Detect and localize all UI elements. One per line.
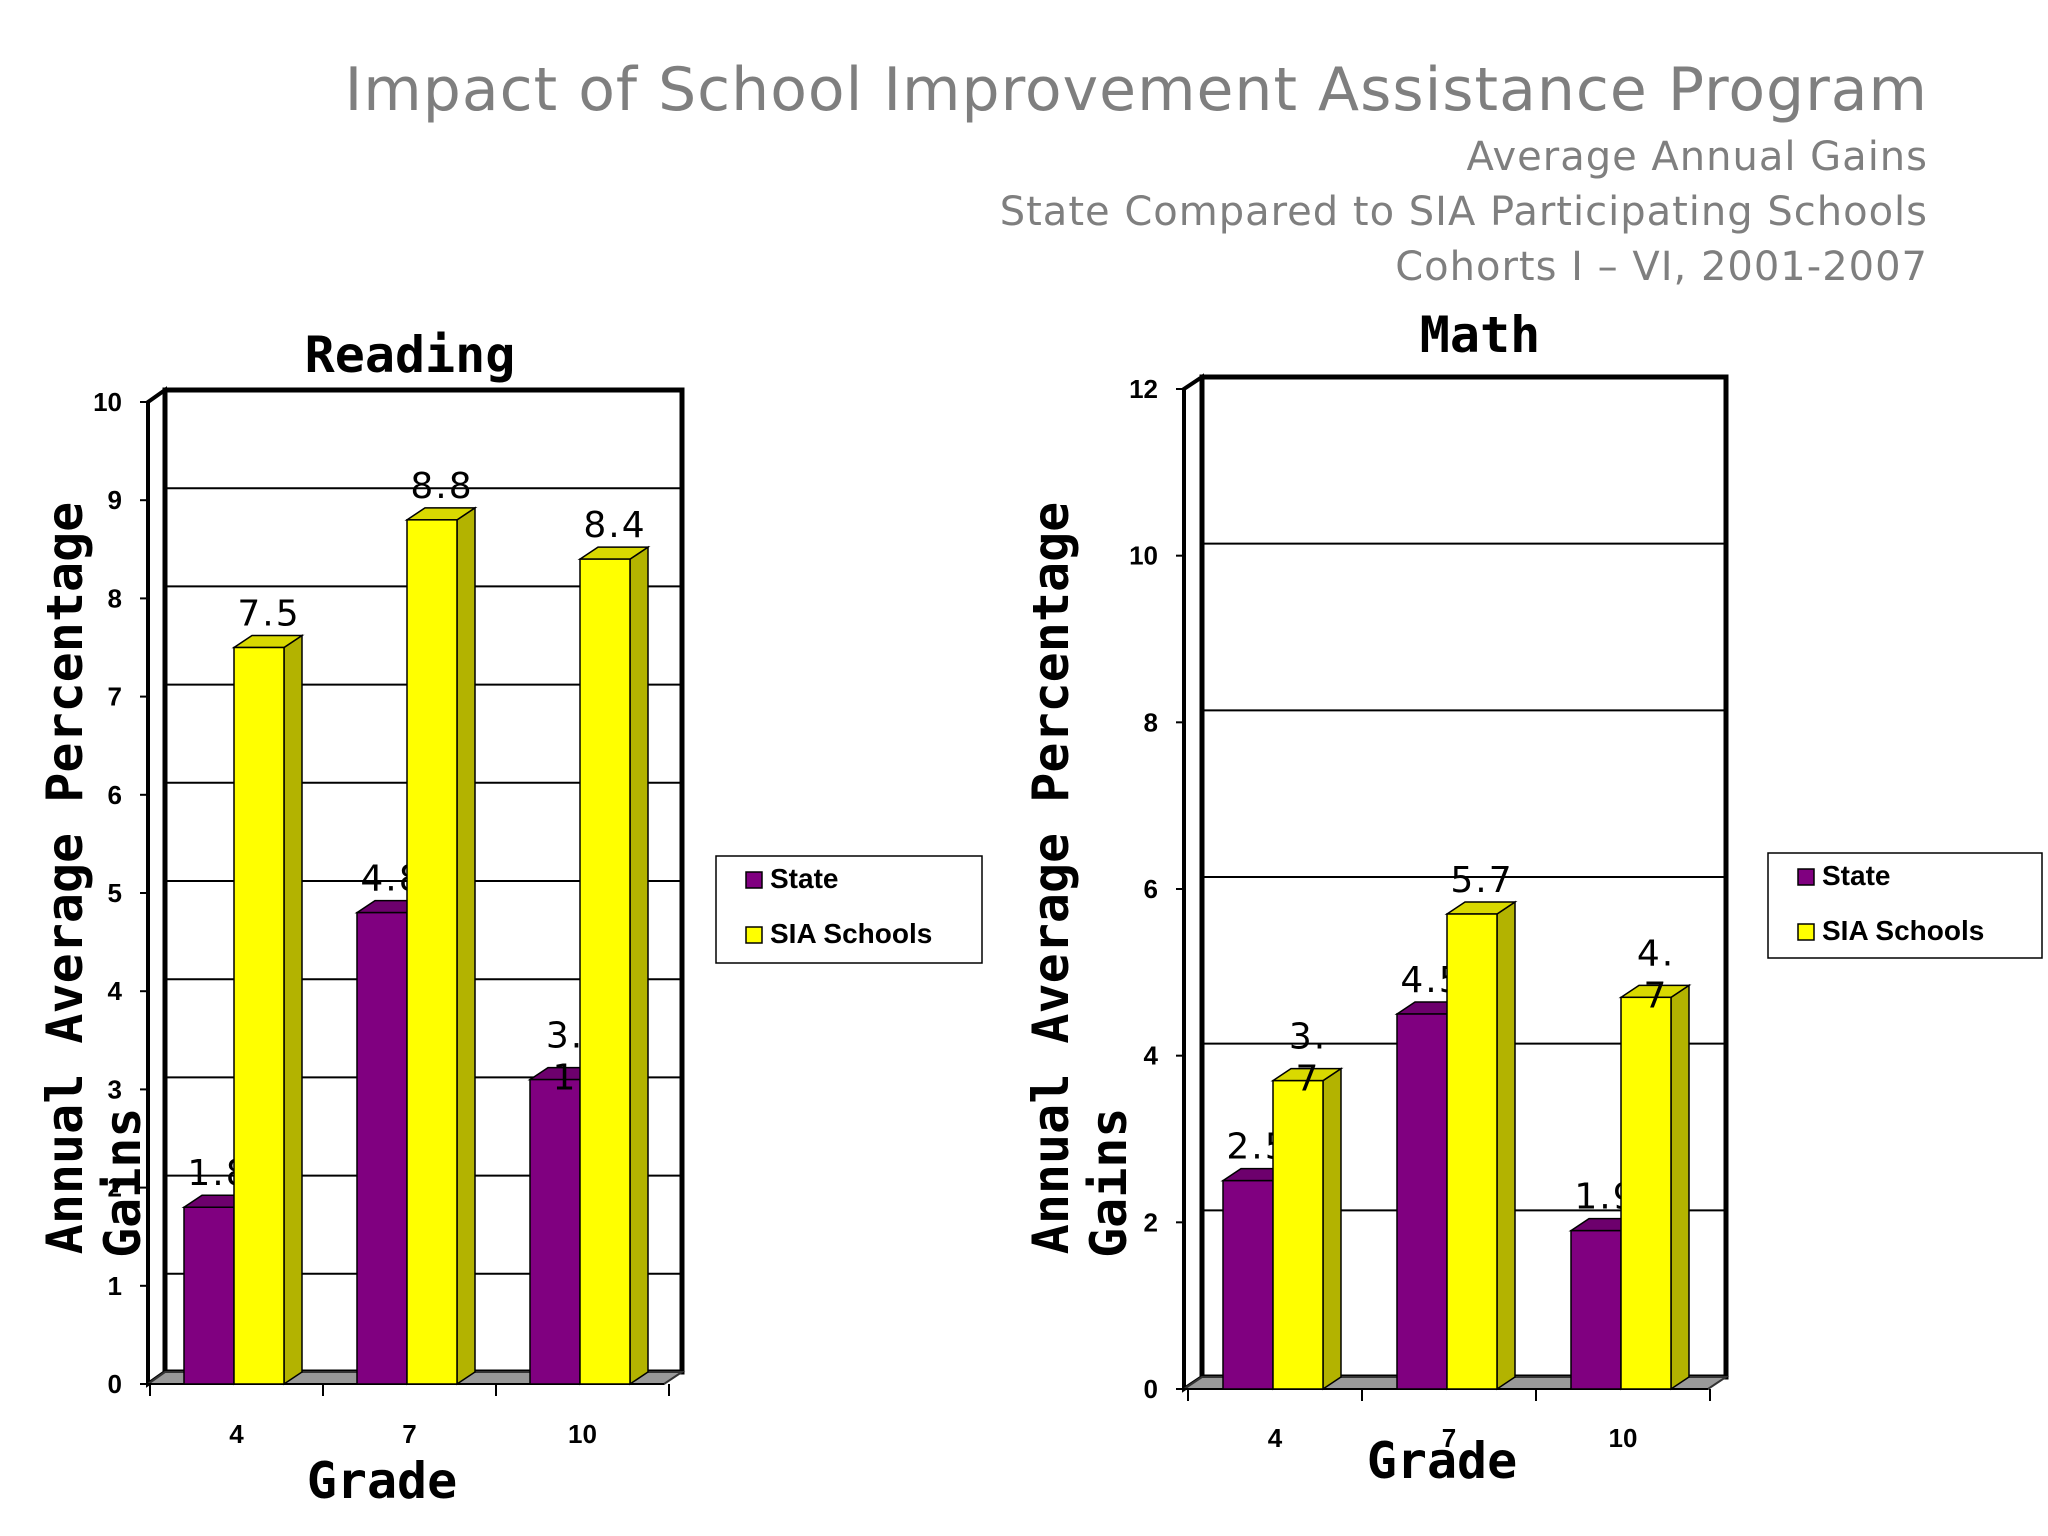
bar-front — [183, 1206, 235, 1385]
bar-front — [1222, 1179, 1274, 1390]
y-axis-title-line2: Gains — [1080, 1107, 1138, 1258]
data-label: 3. 1 — [546, 1016, 584, 1099]
legend-label: SIA Schools — [770, 918, 932, 949]
y-tick-label: 0 — [1144, 1374, 1158, 1404]
subtitle-line-2: State Compared to SIA Participating Scho… — [999, 189, 1928, 235]
y-tick-label: 8 — [1144, 707, 1158, 737]
legend-swatch — [745, 871, 763, 889]
bar-sia-schools-grade-4 — [231, 634, 305, 1386]
bar-sia-schools-grade-10 — [577, 545, 651, 1386]
x-axis-title: Grade — [1367, 1432, 1518, 1490]
y-tick-label: 3 — [108, 1074, 122, 1104]
legend-label: State — [770, 863, 838, 894]
legend-swatch — [1797, 868, 1815, 886]
data-label: 7.5 — [237, 594, 300, 635]
left-wall — [1182, 373, 1204, 1393]
y-tick-label: 10 — [1129, 541, 1158, 571]
y-tick-label: 2 — [1144, 1207, 1158, 1237]
data-label: 4. 7 — [1637, 933, 1675, 1016]
x-tick-label: 10 — [1609, 1423, 1638, 1453]
bar-front — [1396, 1013, 1448, 1390]
slide-title: Impact of School Improvement Assistance … — [344, 55, 1928, 125]
x-tick-label: 7 — [1442, 1423, 1456, 1453]
x-tick-label: 10 — [568, 1419, 597, 1449]
bar-sia-schools-grade-7 — [1444, 900, 1518, 1391]
y-tick-label: 0 — [108, 1369, 122, 1399]
x-axis-title: Grade — [307, 1452, 458, 1510]
legend-swatch — [1797, 923, 1815, 941]
chart-title: Reading — [305, 326, 516, 384]
subtitle-line-1: Average Annual Gains — [1466, 134, 1928, 180]
bar-front — [1272, 1079, 1324, 1390]
bar-front — [406, 519, 458, 1385]
bar-sia-schools-grade-4 — [1270, 1067, 1344, 1391]
data-label: 8.4 — [583, 505, 646, 546]
subtitle-line-3: Cohorts I – VI, 2001-2007 — [1395, 244, 1928, 290]
x-tick-label: 4 — [229, 1419, 244, 1449]
y-tick-label: 8 — [108, 583, 122, 613]
y-tick-label: 5 — [108, 878, 122, 908]
y-tick-label: 1 — [108, 1271, 122, 1301]
bar-front — [579, 558, 631, 1385]
slide-header: Impact of School Improvement Assistance … — [345, 50, 1928, 295]
bar-side — [629, 545, 649, 1386]
bar-front — [529, 1078, 581, 1385]
bar-front — [1570, 1229, 1622, 1390]
y-axis-title: Annual Average Percentage — [36, 502, 94, 1255]
y-tick-label: 4 — [108, 976, 123, 1006]
bar-side — [1496, 900, 1516, 1391]
y-tick-label: 9 — [108, 485, 122, 515]
y-tick-label: 4 — [1144, 1041, 1159, 1071]
y-tick-label: 7 — [108, 682, 122, 712]
data-label: 3. 7 — [1289, 1017, 1327, 1100]
bar-side — [456, 506, 476, 1386]
x-tick-label: 7 — [402, 1419, 416, 1449]
x-tick-label: 4 — [1268, 1423, 1283, 1453]
data-label: 5.7 — [1450, 860, 1513, 901]
data-label: 8.8 — [410, 466, 473, 507]
bar-front — [1620, 996, 1672, 1390]
legend-label: SIA Schools — [1822, 915, 1984, 946]
y-tick-label: 12 — [1129, 374, 1158, 404]
y-axis-title: Annual Average Percentage — [1022, 502, 1080, 1255]
legend: State SIA Schools — [1767, 852, 2043, 959]
bar-side — [1322, 1067, 1342, 1391]
y-tick-label: 6 — [1144, 874, 1158, 904]
bar-front — [356, 911, 408, 1385]
bar-side — [283, 634, 303, 1386]
legend-swatch — [745, 926, 763, 944]
y-tick-label: 6 — [108, 780, 122, 810]
legend: State SIA Schools — [715, 855, 983, 964]
y-tick-label: 2 — [108, 1173, 122, 1203]
y-tick-label: 10 — [93, 387, 122, 417]
bar-sia-schools-grade-10 — [1618, 983, 1692, 1391]
legend-label: State — [1822, 860, 1890, 891]
bar-sia-schools-grade-7 — [404, 506, 478, 1386]
bar-side — [1670, 983, 1690, 1391]
bar-front — [1446, 913, 1498, 1390]
bar-front — [233, 646, 285, 1385]
y-axis-title-line2: Gains — [94, 1107, 152, 1258]
chart-title: Math — [1420, 306, 1540, 364]
